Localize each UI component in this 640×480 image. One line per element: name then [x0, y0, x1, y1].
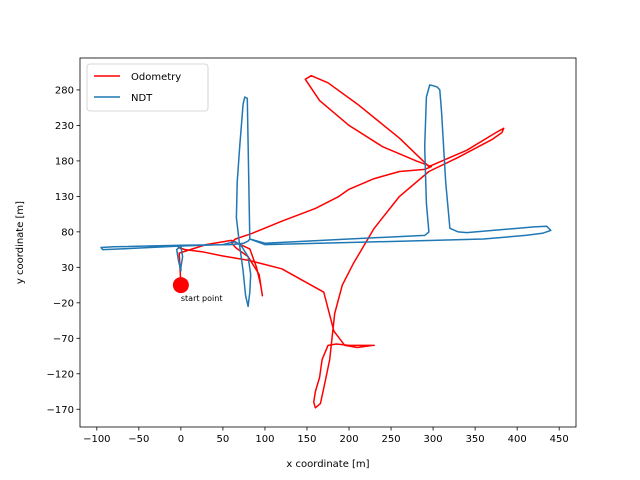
axes-frame	[79, 57, 577, 428]
y-tick-label: −120	[47, 369, 74, 380]
x-tick-label: 200	[339, 434, 358, 445]
x-tick-label: 100	[255, 434, 274, 445]
series-line-odometry	[177, 74, 505, 409]
y-tick-label: 180	[55, 156, 74, 167]
y-tick-label: −70	[53, 334, 74, 345]
legend: Odometry NDT	[86, 63, 209, 112]
plot-area: start point	[100, 74, 552, 409]
y-tick-label: 230	[55, 121, 74, 132]
x-tick-label: −100	[83, 434, 110, 445]
x-tick-label: 150	[297, 434, 316, 445]
legend-label-ndt: NDT	[131, 93, 153, 104]
start-point-label: start point	[181, 294, 223, 303]
start-point-marker	[172, 277, 189, 294]
x-tick-label: −50	[128, 434, 149, 445]
y-tick-label: −20	[53, 298, 74, 309]
x-tick-label: 350	[466, 434, 485, 445]
x-tick-label: 0	[178, 434, 184, 445]
series-line-ndt	[100, 84, 552, 308]
y-tick-label: 30	[61, 263, 74, 274]
y-axis-label: y coordinate [m]	[15, 201, 26, 284]
x-tick-label: 400	[508, 434, 527, 445]
y-tick-label: 80	[61, 227, 74, 238]
x-tick-label: 450	[550, 434, 569, 445]
y-tick-label: 280	[55, 85, 74, 96]
y-tick-label: 130	[55, 192, 74, 203]
y-tick-label: −170	[47, 405, 74, 416]
x-tick-label: 300	[424, 434, 443, 445]
x-tick-label: 50	[217, 434, 230, 445]
legend-label-odometry: Odometry	[131, 72, 181, 83]
x-axis-label: x coordinate [m]	[286, 459, 369, 470]
x-tick-label: 250	[382, 434, 401, 445]
axis-ticks: −100 −50 0 50 100 150 200 250 300 350 400 450 −170 −1…	[47, 85, 569, 445]
